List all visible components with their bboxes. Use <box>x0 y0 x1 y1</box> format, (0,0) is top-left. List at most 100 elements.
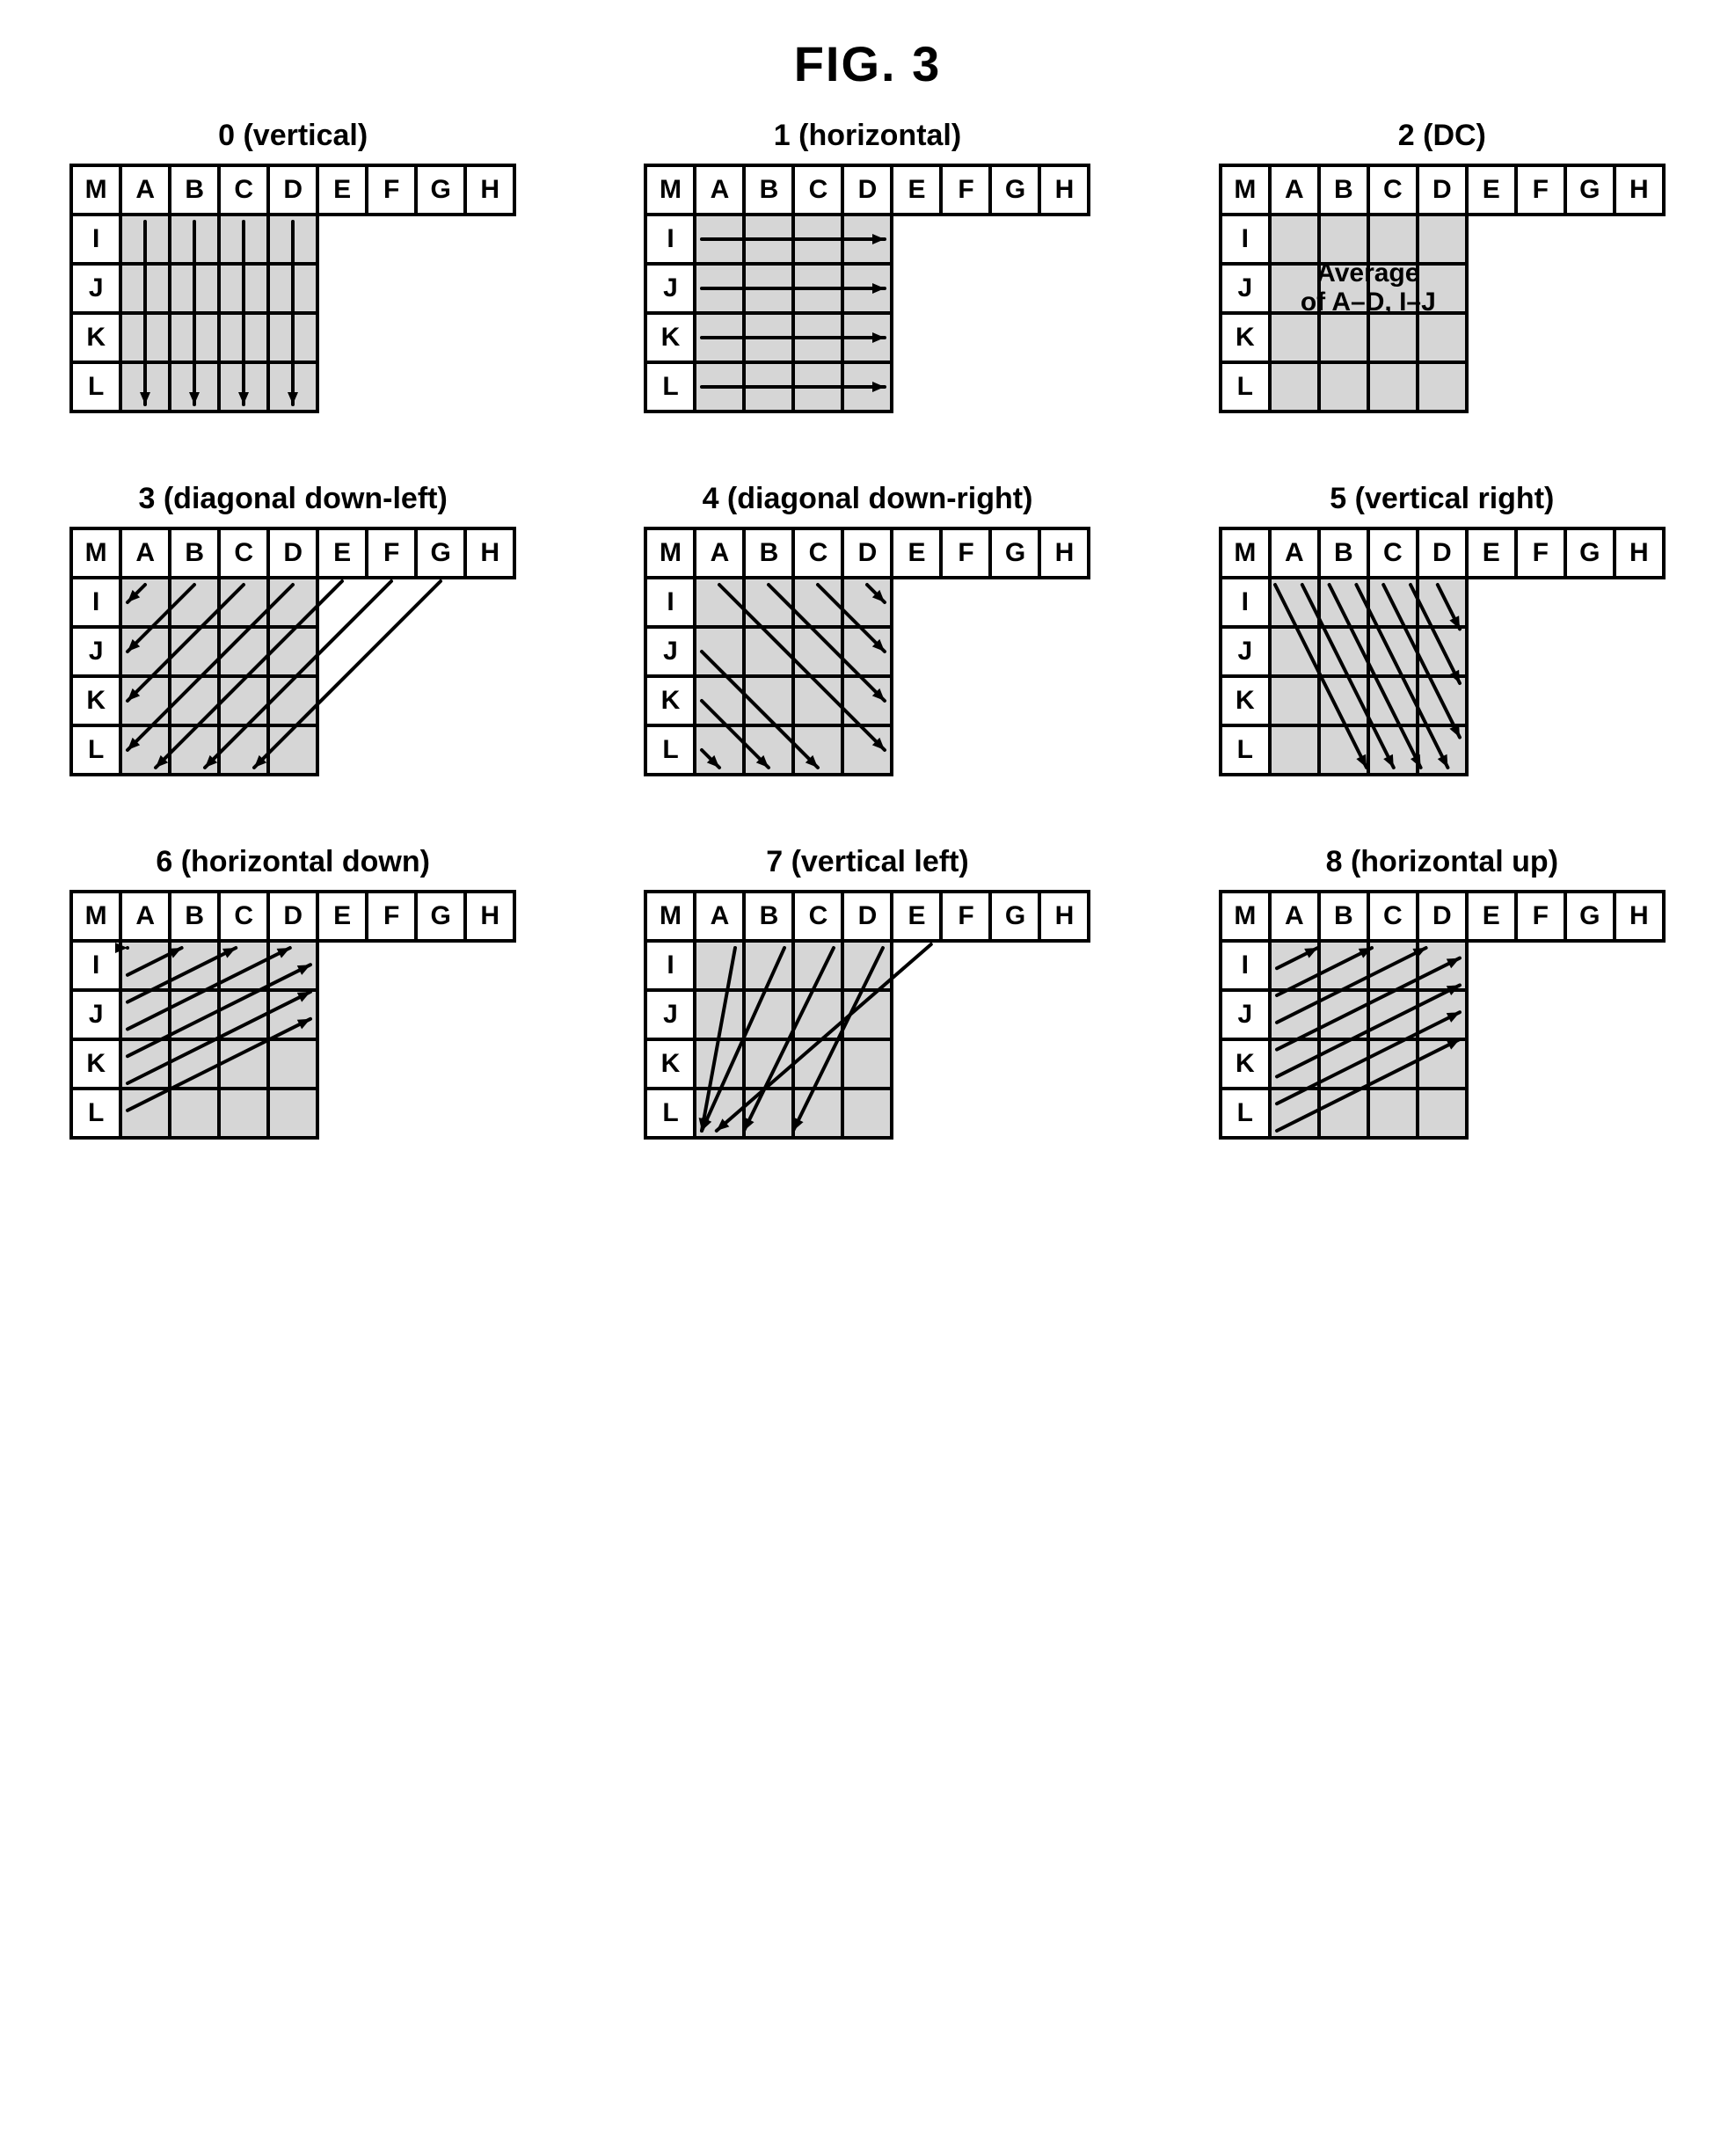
pred-cell <box>1416 361 1469 413</box>
block-table: MABCDEFGHIJKL <box>645 528 1089 775</box>
pred-cell <box>217 939 270 992</box>
blank-cell <box>463 1038 516 1090</box>
top-label: H <box>1038 527 1090 579</box>
mode-panel-4: 4 (diagonal down-right)MABCDEFGHIJKL <box>607 482 1128 775</box>
blank-cell <box>316 361 368 413</box>
mode-title: 8 (horizontal up) <box>1326 845 1558 879</box>
top-label: D <box>1416 164 1469 216</box>
side-label: I <box>644 939 696 992</box>
side-label: K <box>644 1038 696 1090</box>
pred-cell <box>742 361 795 413</box>
top-label: E <box>890 527 943 579</box>
top-label: M <box>1219 527 1272 579</box>
blank-cell <box>1514 625 1567 678</box>
pred-cell <box>119 988 171 1041</box>
blank-cell <box>1465 988 1518 1041</box>
pred-cell <box>119 674 171 727</box>
pred-cell <box>217 311 270 364</box>
pred-cell <box>266 213 319 266</box>
blank-cell <box>1038 724 1090 776</box>
figure-title: FIG. 3 <box>26 35 1709 92</box>
block-wrap: MABCDEFGHIJKLAverageof A–D, I–J <box>1221 165 1664 412</box>
blank-cell <box>988 1038 1041 1090</box>
blank-cell <box>939 1038 992 1090</box>
pred-cell <box>742 576 795 629</box>
pred-cell <box>1317 625 1370 678</box>
side-label: I <box>1219 939 1272 992</box>
pred-cell <box>168 311 221 364</box>
blank-cell <box>1465 213 1518 266</box>
blank-cell <box>1613 1038 1666 1090</box>
pred-cell <box>1416 625 1469 678</box>
pred-cell <box>791 262 844 315</box>
side-label: I <box>1219 576 1272 629</box>
pred-cell <box>217 724 270 776</box>
blank-cell <box>414 262 467 315</box>
blank-cell <box>414 1038 467 1090</box>
blank-cell <box>1564 262 1616 315</box>
pred-cell <box>1317 576 1370 629</box>
pred-cell <box>1367 262 1419 315</box>
blank-cell <box>316 625 368 678</box>
blank-cell <box>365 213 418 266</box>
mode-title: 1 (horizontal) <box>774 119 961 153</box>
block-wrap: MABCDEFGHIJKL <box>645 892 1089 1138</box>
blank-cell <box>463 724 516 776</box>
top-label: C <box>217 527 270 579</box>
blank-cell <box>365 939 418 992</box>
blank-cell <box>890 988 943 1041</box>
pred-cell <box>841 213 893 266</box>
blank-cell <box>939 674 992 727</box>
blank-cell <box>1613 576 1666 629</box>
pred-cell <box>168 213 221 266</box>
top-label: H <box>1038 890 1090 943</box>
pred-cell <box>791 213 844 266</box>
blank-cell <box>1038 213 1090 266</box>
blank-cell <box>1564 625 1616 678</box>
top-label: B <box>168 527 221 579</box>
mode-panel-6: 6 (horizontal down)MABCDEFGHIJKL <box>33 845 554 1138</box>
blank-cell <box>463 213 516 266</box>
top-label: D <box>1416 890 1469 943</box>
pred-cell <box>168 939 221 992</box>
top-label: C <box>1367 164 1419 216</box>
pred-cell <box>168 674 221 727</box>
top-label: E <box>890 890 943 943</box>
blank-cell <box>365 988 418 1041</box>
pred-cell <box>1268 311 1321 364</box>
block-table: MABCDEFGHIJKL <box>1221 892 1664 1138</box>
top-label: F <box>1514 527 1567 579</box>
pred-cell <box>693 1087 746 1140</box>
blank-cell <box>414 213 467 266</box>
blank-cell <box>939 576 992 629</box>
pred-cell <box>168 988 221 1041</box>
blank-cell <box>365 1087 418 1140</box>
pred-cell <box>1317 1087 1370 1140</box>
pred-cell <box>693 311 746 364</box>
pred-cell <box>693 724 746 776</box>
pred-cell <box>1416 213 1469 266</box>
pred-cell <box>1268 576 1321 629</box>
blank-cell <box>316 262 368 315</box>
pred-cell <box>1317 361 1370 413</box>
pred-cell <box>841 988 893 1041</box>
blank-cell <box>365 576 418 629</box>
blank-cell <box>890 1087 943 1140</box>
blank-cell <box>890 576 943 629</box>
blank-cell <box>1465 1038 1518 1090</box>
pred-cell <box>1416 724 1469 776</box>
blank-cell <box>414 361 467 413</box>
pred-cell <box>742 674 795 727</box>
pred-cell <box>791 625 844 678</box>
blank-cell <box>1038 625 1090 678</box>
pred-cell <box>266 724 319 776</box>
blank-cell <box>890 625 943 678</box>
top-label: M <box>1219 164 1272 216</box>
pred-cell <box>266 1038 319 1090</box>
pred-cell <box>791 939 844 992</box>
pred-cell <box>168 1087 221 1140</box>
pred-cell <box>841 724 893 776</box>
pred-cell <box>1367 988 1419 1041</box>
pred-cell <box>1317 1038 1370 1090</box>
blank-cell <box>316 311 368 364</box>
